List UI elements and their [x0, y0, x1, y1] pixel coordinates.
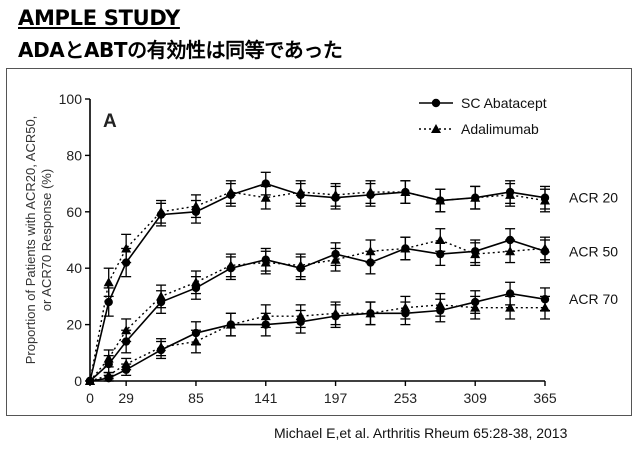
data-point-acr70-adalimumab [435, 299, 446, 309]
data-point-acr50-adalimumab [156, 291, 167, 301]
legend-label-adalimumab: Adalimumab [461, 121, 539, 137]
data-point-acr70-adalimumab [400, 302, 411, 312]
data-point-acr20-adalimumab [225, 187, 236, 197]
legend-marker-abatacept [431, 98, 441, 108]
data-point-acr50-adalimumab [190, 277, 201, 287]
x-tick-label: 365 [533, 390, 557, 406]
figure-frame: 0 20 40 60 80 100 0 29 85 141 197 253 309 365 Proporti… [6, 68, 632, 416]
data-point-acr20-adalimumab [190, 201, 201, 211]
x-tick-label: 141 [254, 390, 278, 406]
data-point-acr50-adalimumab [540, 243, 550, 253]
legend-label-abatacept: SC Abatacept [461, 95, 547, 111]
series-line-acr20-adalimumab [89, 191, 546, 382]
data-point-acr20-adalimumab [103, 277, 114, 287]
slide-subtitle: ADAとABTの有効性は同等であった [18, 38, 343, 62]
data-point-acr50-adalimumab [295, 260, 306, 270]
panel-label: A [103, 111, 117, 132]
data-point-acr50-abatacept [436, 249, 445, 259]
group-label-acr70: ACR 70 [569, 291, 618, 307]
data-point-acr20-adalimumab [295, 187, 306, 197]
data-point-acr70-adalimumab [330, 308, 341, 318]
x-tick-label: 309 [464, 390, 488, 406]
data-point-acr50-adalimumab [435, 235, 446, 244]
data-point-acr20-adalimumab [540, 195, 550, 205]
y-tick-label: 100 [59, 91, 83, 107]
x-tick-label: 253 [394, 390, 418, 406]
data-point-acr20-adalimumab [121, 243, 132, 253]
data-point-acr70-adalimumab [295, 311, 306, 321]
legend-marker-adalimumab [431, 124, 441, 133]
x-tick-label: 85 [188, 390, 204, 406]
data-point-acr70-adalimumab [260, 311, 271, 321]
y-tick-label: 20 [66, 317, 82, 333]
y-axis-label-line-1: Proportion of Patients with ACR20, ACR50… [23, 116, 38, 365]
x-tick-label: 0 [86, 390, 94, 406]
data-point-acr20-adalimumab [470, 192, 481, 202]
data-point-acr70-adalimumab [540, 302, 550, 312]
citation: Michael E,et al. Arthritis Rheum 65:28-3… [274, 425, 568, 441]
data-point-acr70-adalimumab [505, 302, 516, 312]
data-point-acr20-adalimumab [505, 189, 516, 199]
data-point-acr20-adalimumab [435, 195, 446, 205]
y-tick-label: 80 [66, 147, 82, 163]
series-line-acr70-adalimumab [89, 304, 545, 382]
y-tick-label: 0 [74, 373, 82, 389]
data-point-acr50-adalimumab [400, 243, 411, 253]
data-point-acr20-abatacept [261, 179, 270, 188]
data-point-acr70-adalimumab [103, 370, 114, 380]
data-point-acr50-adalimumab [330, 254, 341, 264]
data-point-acr20-adalimumab [400, 187, 411, 197]
group-label-acr20: ACR 20 [569, 190, 618, 206]
y-axis-label-line-2: or ACR70 Response (%) [39, 169, 54, 311]
data-point-acr70-adalimumab [85, 376, 95, 385]
group-label-acr50: ACR 50 [569, 243, 618, 259]
data-point-acr70-adalimumab [365, 308, 376, 318]
data-point-acr20-adalimumab [260, 192, 271, 202]
data-point-acr20-adalimumab [156, 206, 167, 216]
data-point-acr50-adalimumab [121, 325, 132, 335]
data-point-acr50-adalimumab [260, 257, 271, 267]
data-point-acr70-adalimumab [121, 359, 132, 369]
data-point-acr70-adalimumab [156, 342, 167, 352]
data-point-acr20-abatacept [104, 297, 113, 307]
data-point-acr50-adalimumab [505, 246, 516, 256]
x-tick-label: 197 [324, 390, 348, 406]
data-point-acr70-adalimumab [470, 302, 481, 312]
data-point-acr50-adalimumab [365, 246, 376, 256]
data-point-acr20-adalimumab [365, 187, 376, 197]
data-point-acr50-adalimumab [103, 353, 114, 363]
y-tick-label: 40 [66, 260, 82, 276]
slide-title: AMPLE STUDY [18, 6, 180, 30]
data-point-acr70-adalimumab [225, 319, 236, 329]
y-tick-label: 60 [66, 204, 82, 220]
data-point-acr50-adalimumab [225, 260, 236, 270]
data-point-acr50-adalimumab [470, 249, 481, 259]
data-point-acr70-abatacept [505, 289, 515, 298]
data-point-acr70-adalimumab [190, 336, 201, 346]
data-point-acr20-adalimumab [330, 189, 341, 199]
x-tick-label: 29 [118, 390, 134, 406]
acr-response-chart: 0 20 40 60 80 100 0 29 85 141 197 253 309 365 Proporti… [23, 91, 618, 406]
